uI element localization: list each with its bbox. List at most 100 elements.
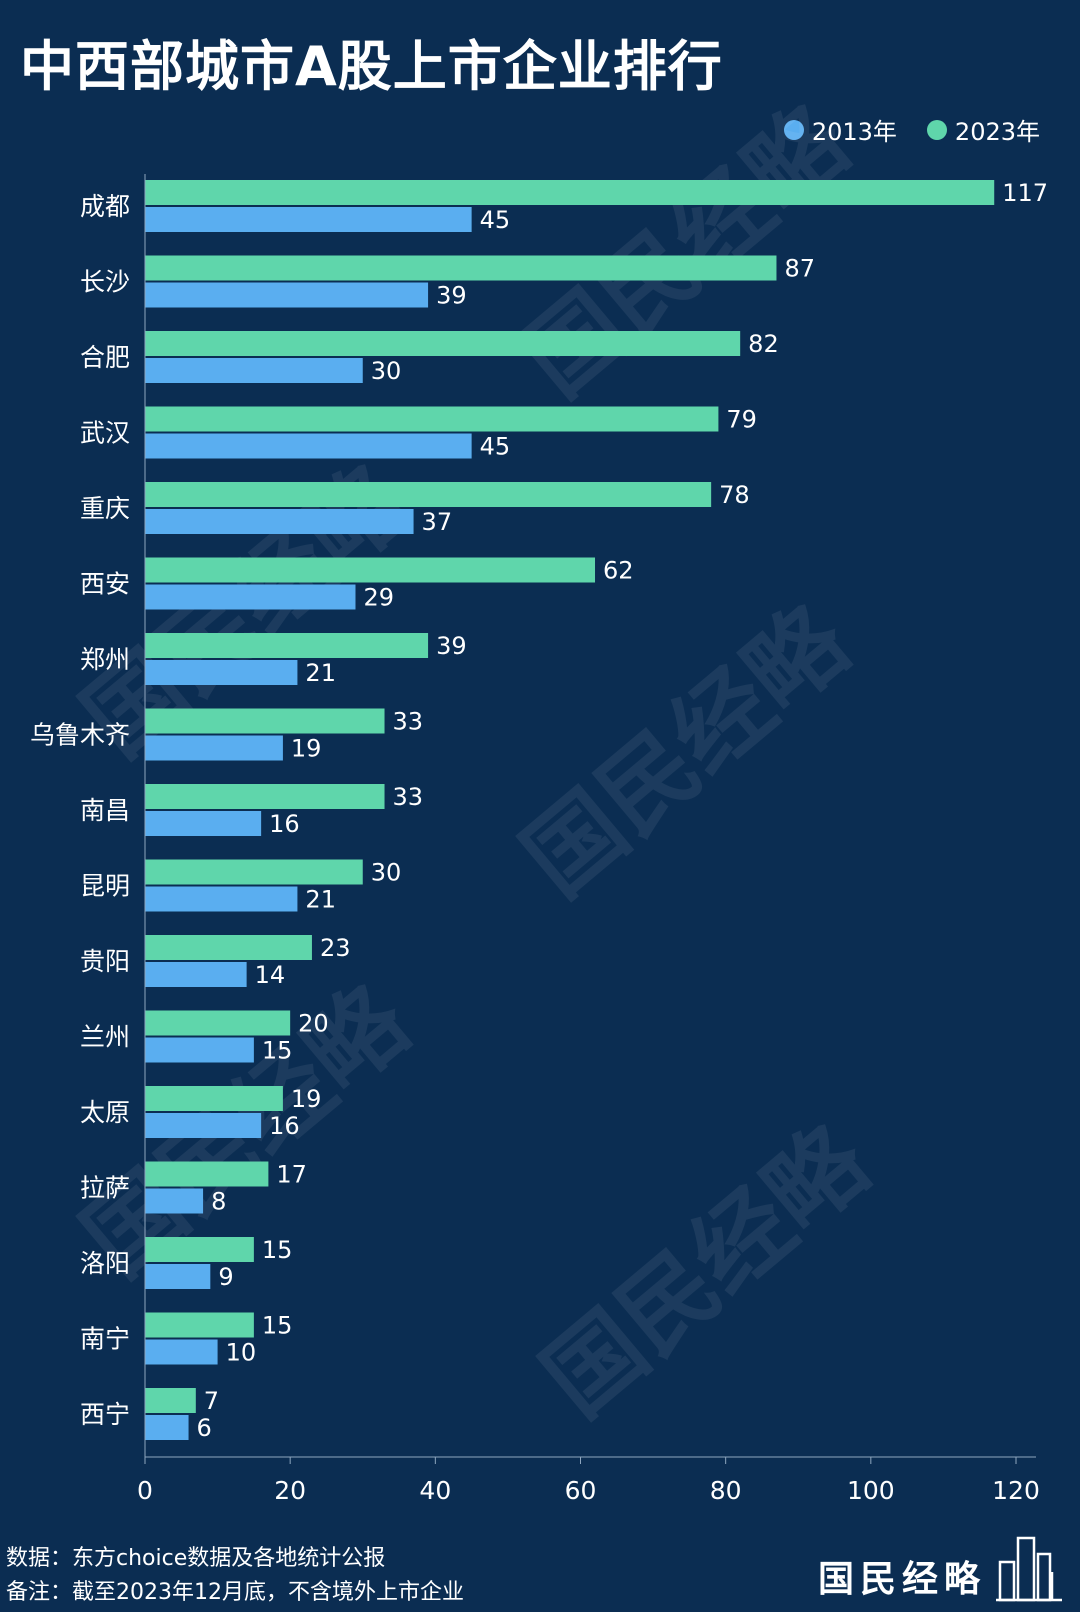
- data-label-2013: 8: [211, 1188, 226, 1216]
- brand-logo: 国民经略: [818, 1532, 1064, 1602]
- bar-2013: [145, 1415, 189, 1440]
- category-label: 长沙: [80, 268, 130, 297]
- watermark-text: 国民经略: [502, 83, 870, 418]
- legend-item-2023: 2023年: [926, 112, 1040, 147]
- bar-2023: [145, 1086, 283, 1111]
- bar-2023: [145, 708, 385, 734]
- legend-label-2013: 2013年: [811, 118, 897, 146]
- bar-2013: [145, 584, 356, 610]
- category-label: 洛阳: [80, 1249, 130, 1278]
- data-label-2023: 79: [726, 406, 757, 434]
- data-label-2023: 19: [291, 1085, 322, 1113]
- x-tick-label: 100: [847, 1476, 895, 1505]
- data-label-2013: 45: [480, 206, 511, 234]
- data-label-2013: 6: [197, 1414, 212, 1442]
- category-label: 武汉: [80, 419, 130, 448]
- x-tick-label: 80: [710, 1476, 742, 1505]
- data-label-2023: 117: [1002, 179, 1048, 207]
- bar-2023: [145, 180, 995, 205]
- data-label-2013: 16: [269, 1112, 300, 1140]
- x-tick-label: 120: [992, 1476, 1040, 1505]
- watermark-text: 国民经略: [522, 1103, 890, 1438]
- legend-item-2013: 2013年: [783, 112, 897, 147]
- data-label-2013: 15: [262, 1037, 293, 1065]
- legend-dot-2013: [783, 119, 804, 140]
- bar-2023: [145, 859, 363, 885]
- category-label: 西宁: [80, 1400, 130, 1429]
- data-label-2023: 33: [393, 783, 424, 811]
- data-label-2023: 62: [603, 557, 634, 585]
- data-label-2023: 23: [320, 934, 351, 962]
- bar-2013: [145, 886, 298, 912]
- data-label-2013: 16: [269, 810, 300, 838]
- bar-2013: [145, 1339, 218, 1365]
- category-label: 太原: [80, 1098, 130, 1127]
- bar-2023: [145, 1010, 291, 1036]
- bar-2013: [145, 660, 298, 685]
- category-label: 合肥: [80, 343, 130, 372]
- bar-2023: [145, 557, 596, 583]
- bar-2013: [145, 433, 472, 459]
- data-label-2023: 30: [371, 859, 402, 887]
- bar-2013: [145, 735, 283, 761]
- data-label-2023: 87: [784, 255, 815, 283]
- category-label: 拉萨: [80, 1174, 130, 1203]
- bar-2013: [145, 1264, 211, 1289]
- data-label-2013: 21: [305, 886, 336, 914]
- bar-2013: [145, 282, 429, 308]
- brand-text: 国民经略: [817, 1558, 986, 1600]
- bar-2013: [145, 811, 262, 836]
- bar-2013: [145, 962, 247, 987]
- data-label-2013: 19: [291, 735, 322, 763]
- bar-2023: [145, 1388, 196, 1413]
- bar-2013: [145, 509, 414, 534]
- bar-2023: [145, 1312, 254, 1338]
- data-label-2023: 15: [262, 1236, 293, 1264]
- chart-title: 中西部城市A股上市企业排行: [20, 35, 723, 98]
- category-label: 郑州: [80, 645, 130, 674]
- data-label-2013: 21: [305, 659, 336, 687]
- remark-note: 备注：截至2023年12月底，不含境外上市企业: [6, 1580, 464, 1605]
- bar-2023: [145, 784, 385, 809]
- category-label: 贵阳: [80, 947, 130, 976]
- x-tick-label: 20: [274, 1476, 306, 1505]
- source-note: 数据：东方choice数据及各地统计公报: [6, 1546, 386, 1571]
- data-label-2023: 7: [204, 1387, 219, 1415]
- data-label-2023: 39: [436, 632, 467, 660]
- bar-2023: [145, 482, 712, 507]
- x-tick-label: 60: [565, 1476, 597, 1505]
- data-label-2023: 33: [393, 708, 424, 736]
- x-tick-label: 40: [419, 1476, 451, 1505]
- category-label: 昆明: [80, 872, 130, 901]
- data-label-2023: 78: [719, 481, 750, 509]
- data-label-2023: 82: [748, 330, 779, 358]
- category-label: 重庆: [80, 494, 130, 523]
- bar-2023: [145, 255, 777, 281]
- data-label-2013: 37: [422, 508, 453, 536]
- bar-2023: [145, 331, 741, 356]
- bar-2013: [145, 1037, 254, 1063]
- data-label-2023: 15: [262, 1312, 293, 1340]
- data-label-2023: 20: [298, 1010, 329, 1038]
- bar-2023: [145, 1161, 269, 1187]
- category-label: 兰州: [80, 1023, 130, 1052]
- legend-label-2023: 2023年: [954, 118, 1040, 146]
- bar-2013: [145, 207, 472, 232]
- category-label: 南宁: [80, 1325, 130, 1354]
- bar-2023: [145, 633, 429, 658]
- watermark-text: 国民经略: [502, 583, 870, 918]
- data-label-2013: 39: [436, 282, 467, 310]
- data-label-2013: 9: [218, 1263, 233, 1291]
- bar-2023: [145, 1237, 254, 1262]
- bar-2023: [145, 935, 312, 960]
- x-tick-label: 0: [137, 1476, 153, 1505]
- axis-layer: 0 20 40 60 80 100 120: [137, 174, 1040, 1505]
- data-label-2013: 45: [480, 433, 511, 461]
- chart-legend: 2013年 2023年: [783, 112, 1040, 147]
- data-label-2013: 14: [255, 961, 286, 989]
- skyline-icon: [996, 1536, 1062, 1602]
- category-label: 南昌: [80, 796, 130, 825]
- bar-2013: [145, 1113, 262, 1138]
